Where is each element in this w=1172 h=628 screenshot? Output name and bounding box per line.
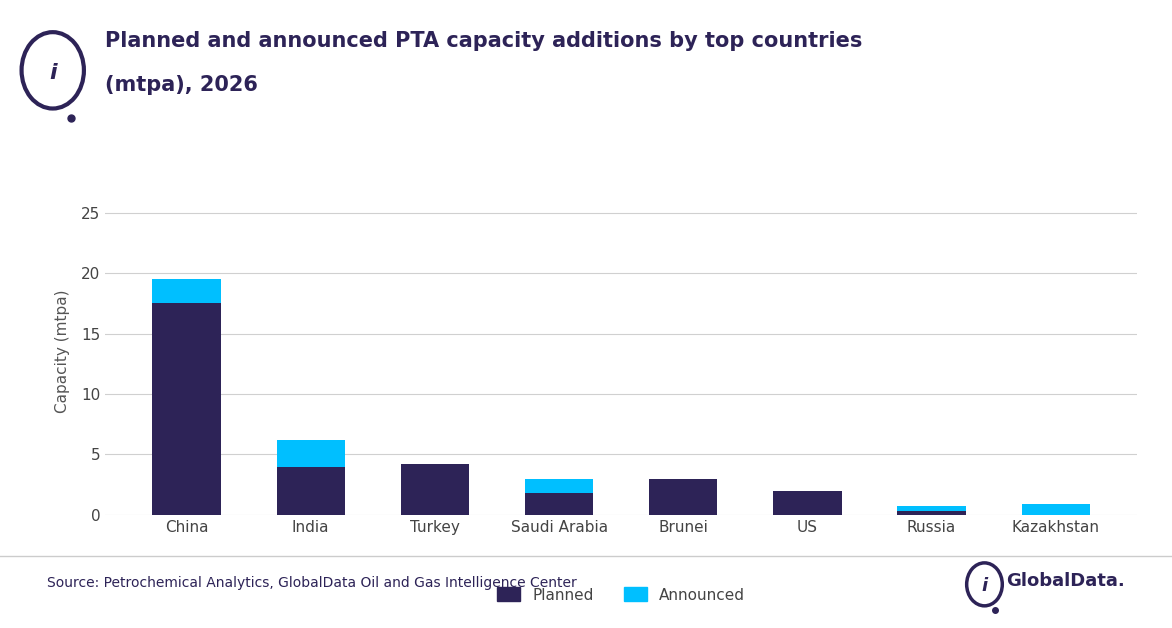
Text: Planned and announced PTA capacity additions by top countries: Planned and announced PTA capacity addit… — [105, 31, 863, 51]
Legend: Planned, Announced: Planned, Announced — [491, 582, 751, 609]
Text: GlobalData.: GlobalData. — [1007, 572, 1125, 590]
Bar — [898, 507, 966, 511]
Bar — [1022, 504, 1090, 515]
Bar — [277, 467, 345, 515]
Bar — [152, 279, 220, 303]
Bar — [898, 511, 966, 515]
Bar — [525, 493, 593, 515]
Text: (mtpa), 2026: (mtpa), 2026 — [105, 75, 258, 95]
Text: i: i — [49, 63, 56, 84]
Y-axis label: Capacity (mtpa): Capacity (mtpa) — [55, 290, 70, 413]
Text: Source: Petrochemical Analytics, GlobalData Oil and Gas Intelligence Center: Source: Petrochemical Analytics, GlobalD… — [47, 577, 577, 590]
Bar — [152, 303, 220, 515]
Bar — [525, 479, 593, 493]
Text: i: i — [981, 577, 988, 595]
Bar — [774, 490, 841, 515]
Bar — [401, 464, 469, 515]
Bar — [277, 440, 345, 467]
Bar — [649, 479, 717, 515]
